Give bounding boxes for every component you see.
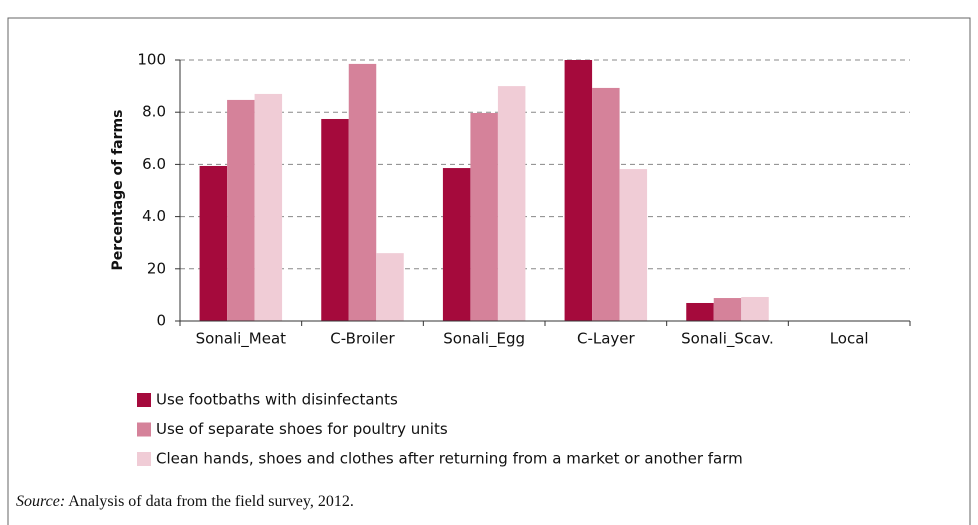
source: Source: Analysis of data from the field … — [16, 493, 354, 510]
legend-swatch — [137, 452, 151, 466]
y-tick-label: 100 — [137, 51, 166, 69]
bar — [592, 87, 620, 321]
bar — [564, 60, 593, 321]
x-tick-label: C-Broiler — [330, 330, 395, 348]
bar — [376, 253, 404, 321]
x-tick-label: C-Layer — [577, 330, 636, 348]
bar — [321, 118, 349, 322]
legend-swatch — [137, 422, 151, 437]
y-tick-label: 8.0 — [142, 103, 166, 121]
bar — [199, 165, 228, 321]
y-tick-label: 6.0 — [142, 155, 166, 173]
x-tick-label: Local — [830, 330, 869, 348]
x-tick-label: Sonali_Meat — [196, 330, 287, 349]
x-tick-label: Sonali_Scav. — [681, 330, 774, 349]
bar — [497, 86, 526, 321]
x-tick-label: Sonali_Egg — [443, 330, 525, 349]
bar — [686, 302, 714, 321]
legend-label: Use of separate shoes for poultry units — [156, 420, 448, 438]
bar — [741, 296, 769, 321]
bar — [470, 112, 498, 321]
legend-swatch — [137, 393, 151, 407]
legend-label: Clean hands, shoes and clothes after ret… — [156, 450, 743, 468]
bar — [619, 169, 648, 321]
bar — [254, 93, 283, 322]
bar — [227, 99, 255, 321]
y-axis-label: Percentage of farms — [110, 110, 126, 271]
bar — [713, 298, 742, 321]
bar — [348, 63, 377, 321]
bar — [442, 168, 471, 321]
frame — [7, 17, 971, 525]
source-label: Source: — [16, 493, 65, 510]
y-tick-label: 0 — [156, 312, 166, 330]
y-tick-label: 4.0 — [142, 207, 166, 225]
y-tick-label: 20 — [147, 259, 166, 277]
legend-label: Use footbaths with disinfectants — [156, 391, 398, 409]
source-text: Analysis of data from the field survey, … — [68, 493, 354, 510]
